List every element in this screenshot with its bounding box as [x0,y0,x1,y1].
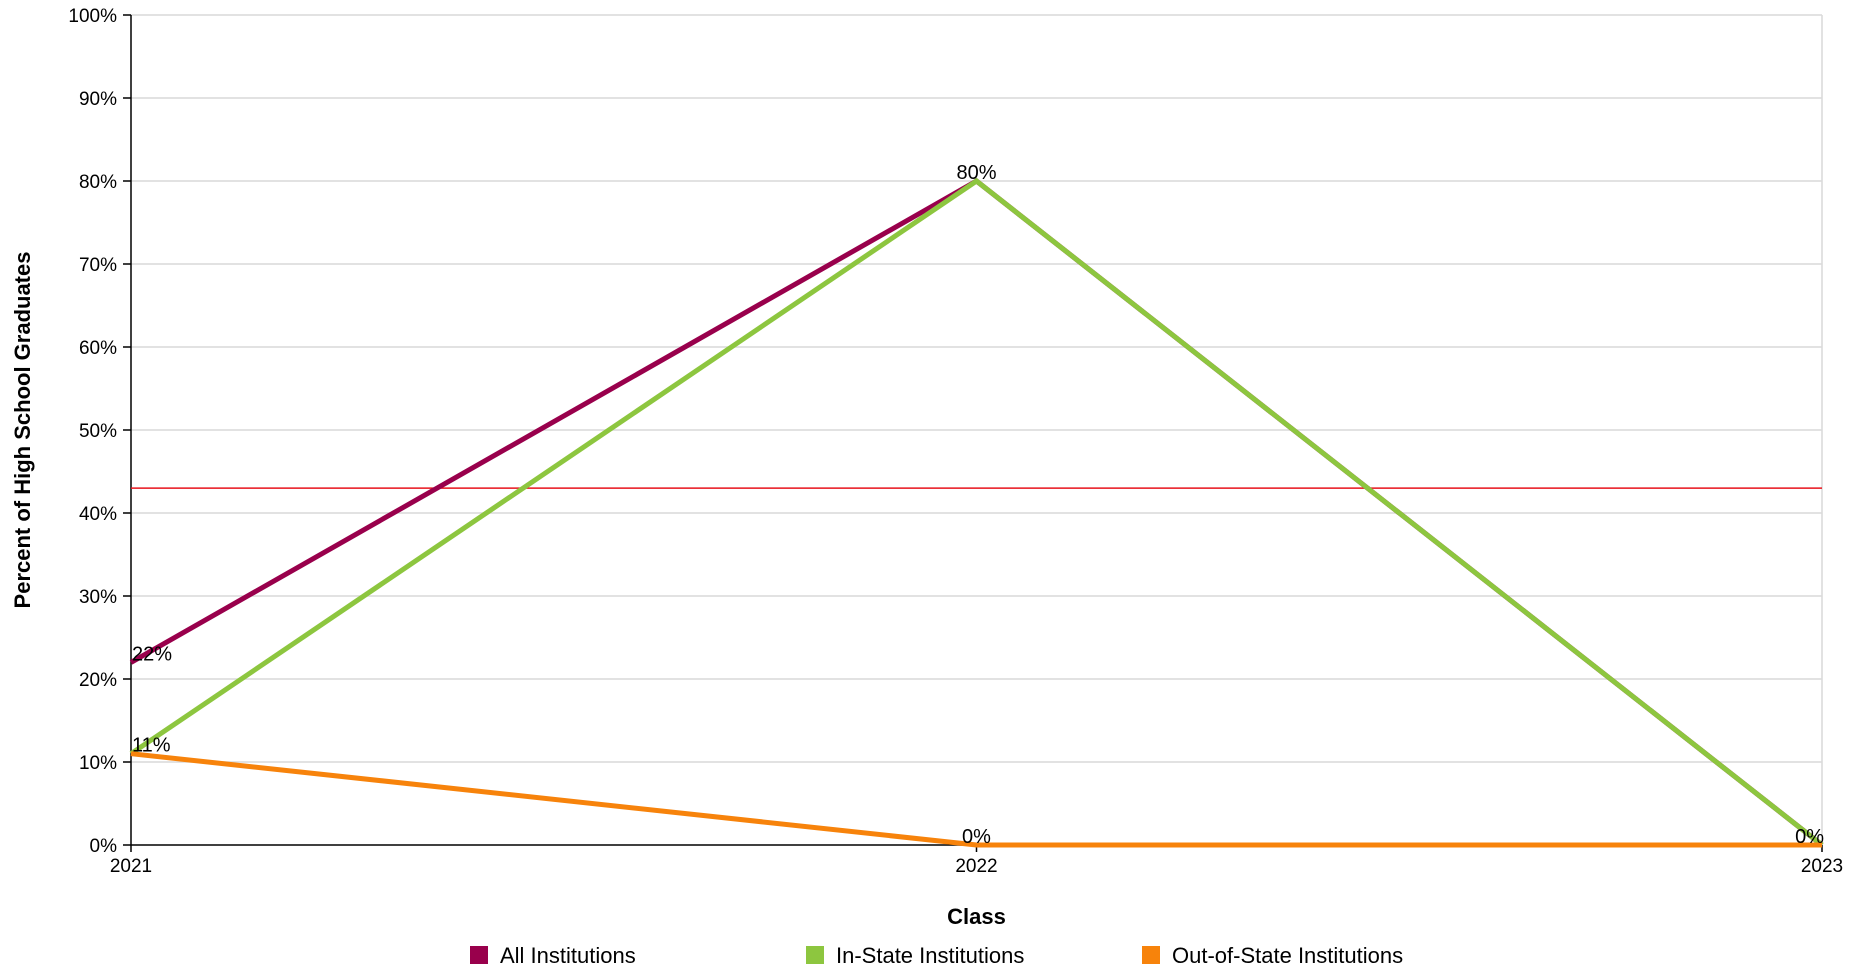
data-label: 11% [132,735,171,757]
y-axis-ticks: 0% 10% 20% 30% 40% 50% 60% 70% 80% 90% 100% [68,6,131,857]
legend-label: All Institutions [500,943,636,964]
legend-label: In-State Institutions [836,943,1024,964]
gridlines [131,14,1823,845]
data-label: 0% [1795,826,1824,848]
series-line-3 [130,751,1822,848]
data-label: 0% [962,826,991,848]
x-axis-ticks: 2021 2022 2023 [110,845,1843,877]
x-tick-label: 2022 [955,856,997,877]
data-label: 80% [956,162,996,184]
y-tick-label: 50% [79,421,117,442]
y-tick-label: 100% [68,6,117,27]
y-tick-label: 10% [79,753,117,774]
legend: All Institutions In-State Institutions Out… [470,943,1403,964]
data-labels: 22% 80% 0% 11% 0% [132,162,1824,848]
legend-swatch [470,946,488,964]
y-tick-label: 40% [79,504,117,525]
series-lines [129,177,1824,848]
y-tick-label: 70% [79,255,117,276]
legend-label: Out-of-State Institutions [1172,943,1403,964]
x-tick-label: 2023 [1801,856,1843,877]
y-tick-label: 0% [90,836,118,857]
y-tick-label: 30% [79,587,117,608]
series-line-2 [129,177,1824,847]
y-tick-label: 20% [79,670,117,691]
legend-swatch [806,946,824,964]
x-tick-label: 2021 [110,856,152,877]
y-tick-label: 80% [79,172,117,193]
x-axis-title: Class [947,904,1006,929]
legend-swatch [1142,946,1160,964]
y-tick-label: 60% [79,338,117,359]
data-label: 22% [132,643,172,665]
y-tick-label: 90% [79,89,117,110]
y-axis-title: Percent of High School Graduates [10,252,35,609]
